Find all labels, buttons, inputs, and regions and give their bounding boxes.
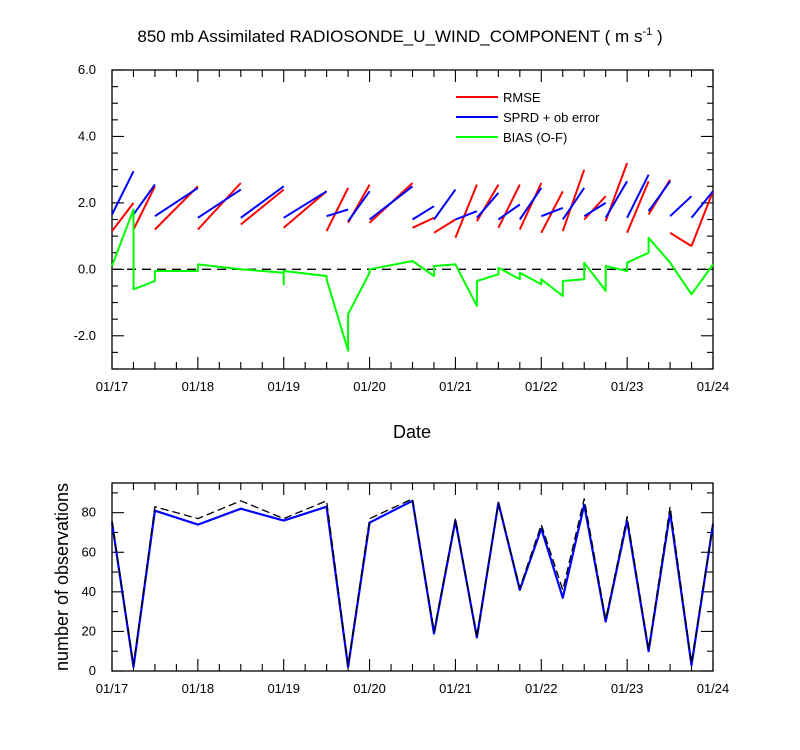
legend-label: BIAS (O-F) [503, 130, 567, 145]
y-tick-label: 2.0 [78, 195, 96, 210]
x-tick-label: 01/22 [525, 681, 558, 696]
series-line-obs-possible [111, 498, 714, 666]
chart-title: 850 mb Assimilated RADIOSONDE_U_WIND_COM… [137, 26, 662, 46]
y-tick-label: 0.0 [78, 261, 96, 276]
x-tick-label: 01/20 [353, 681, 386, 696]
series-line-sprd-ob-error [111, 170, 714, 222]
y-tick-label: 60 [82, 544, 96, 559]
y-tick-label: 80 [82, 505, 96, 520]
y-axis-label: number of observations [52, 483, 72, 671]
plot-frame [111, 482, 714, 672]
bottom-chart: 01/17 01/18 01/19 01/20 01/21 01/22 01/23 01/24… [52, 482, 730, 696]
legend-label: RMSE [503, 90, 541, 105]
chart-title-main: 850 mb Assimilated RADIOSONDE_U_WIND_COM… [137, 27, 642, 46]
y-tick-label: 6.0 [78, 62, 96, 77]
x-tick-label: 01/18 [182, 379, 215, 394]
y-tick-label: 0 [89, 663, 96, 678]
y-tick-label: 4.0 [78, 128, 96, 143]
x-tick-label: 01/19 [267, 681, 300, 696]
x-tick-label: 01/22 [525, 379, 558, 394]
legend-label: SPRD + ob error [503, 110, 600, 125]
chart-title-superscript: -1 [642, 26, 652, 38]
x-tick-label: 01/23 [611, 681, 644, 696]
y-tick-label: 20 [82, 623, 96, 638]
x-tick-label: 01/21 [439, 681, 472, 696]
y-tick-label: -2.0 [74, 328, 96, 343]
x-tick-label: 01/24 [697, 379, 730, 394]
x-tick-label: 01/18 [182, 681, 215, 696]
top-chart: 01/17 01/18 01/19 01/20 01/21 01/22 01/23 01/24… [74, 62, 730, 442]
series-line-rmse [111, 162, 714, 247]
x-tick-label: 01/17 [96, 681, 129, 696]
x-tick-label: 01/20 [353, 379, 386, 394]
x-tick-label: 01/17 [96, 379, 129, 394]
x-tick-label: 01/21 [439, 379, 472, 394]
x-axis-label: Date [393, 422, 431, 442]
x-tick-label: 01/24 [697, 681, 730, 696]
y-tick-label: 40 [82, 584, 96, 599]
series-line-obs-assimilated [110, 499, 715, 669]
series-line-bias-o-f [111, 208, 714, 352]
chart-title-close: ) [652, 27, 662, 46]
x-tick-label: 01/19 [267, 379, 300, 394]
x-tick-label: 01/23 [611, 379, 644, 394]
